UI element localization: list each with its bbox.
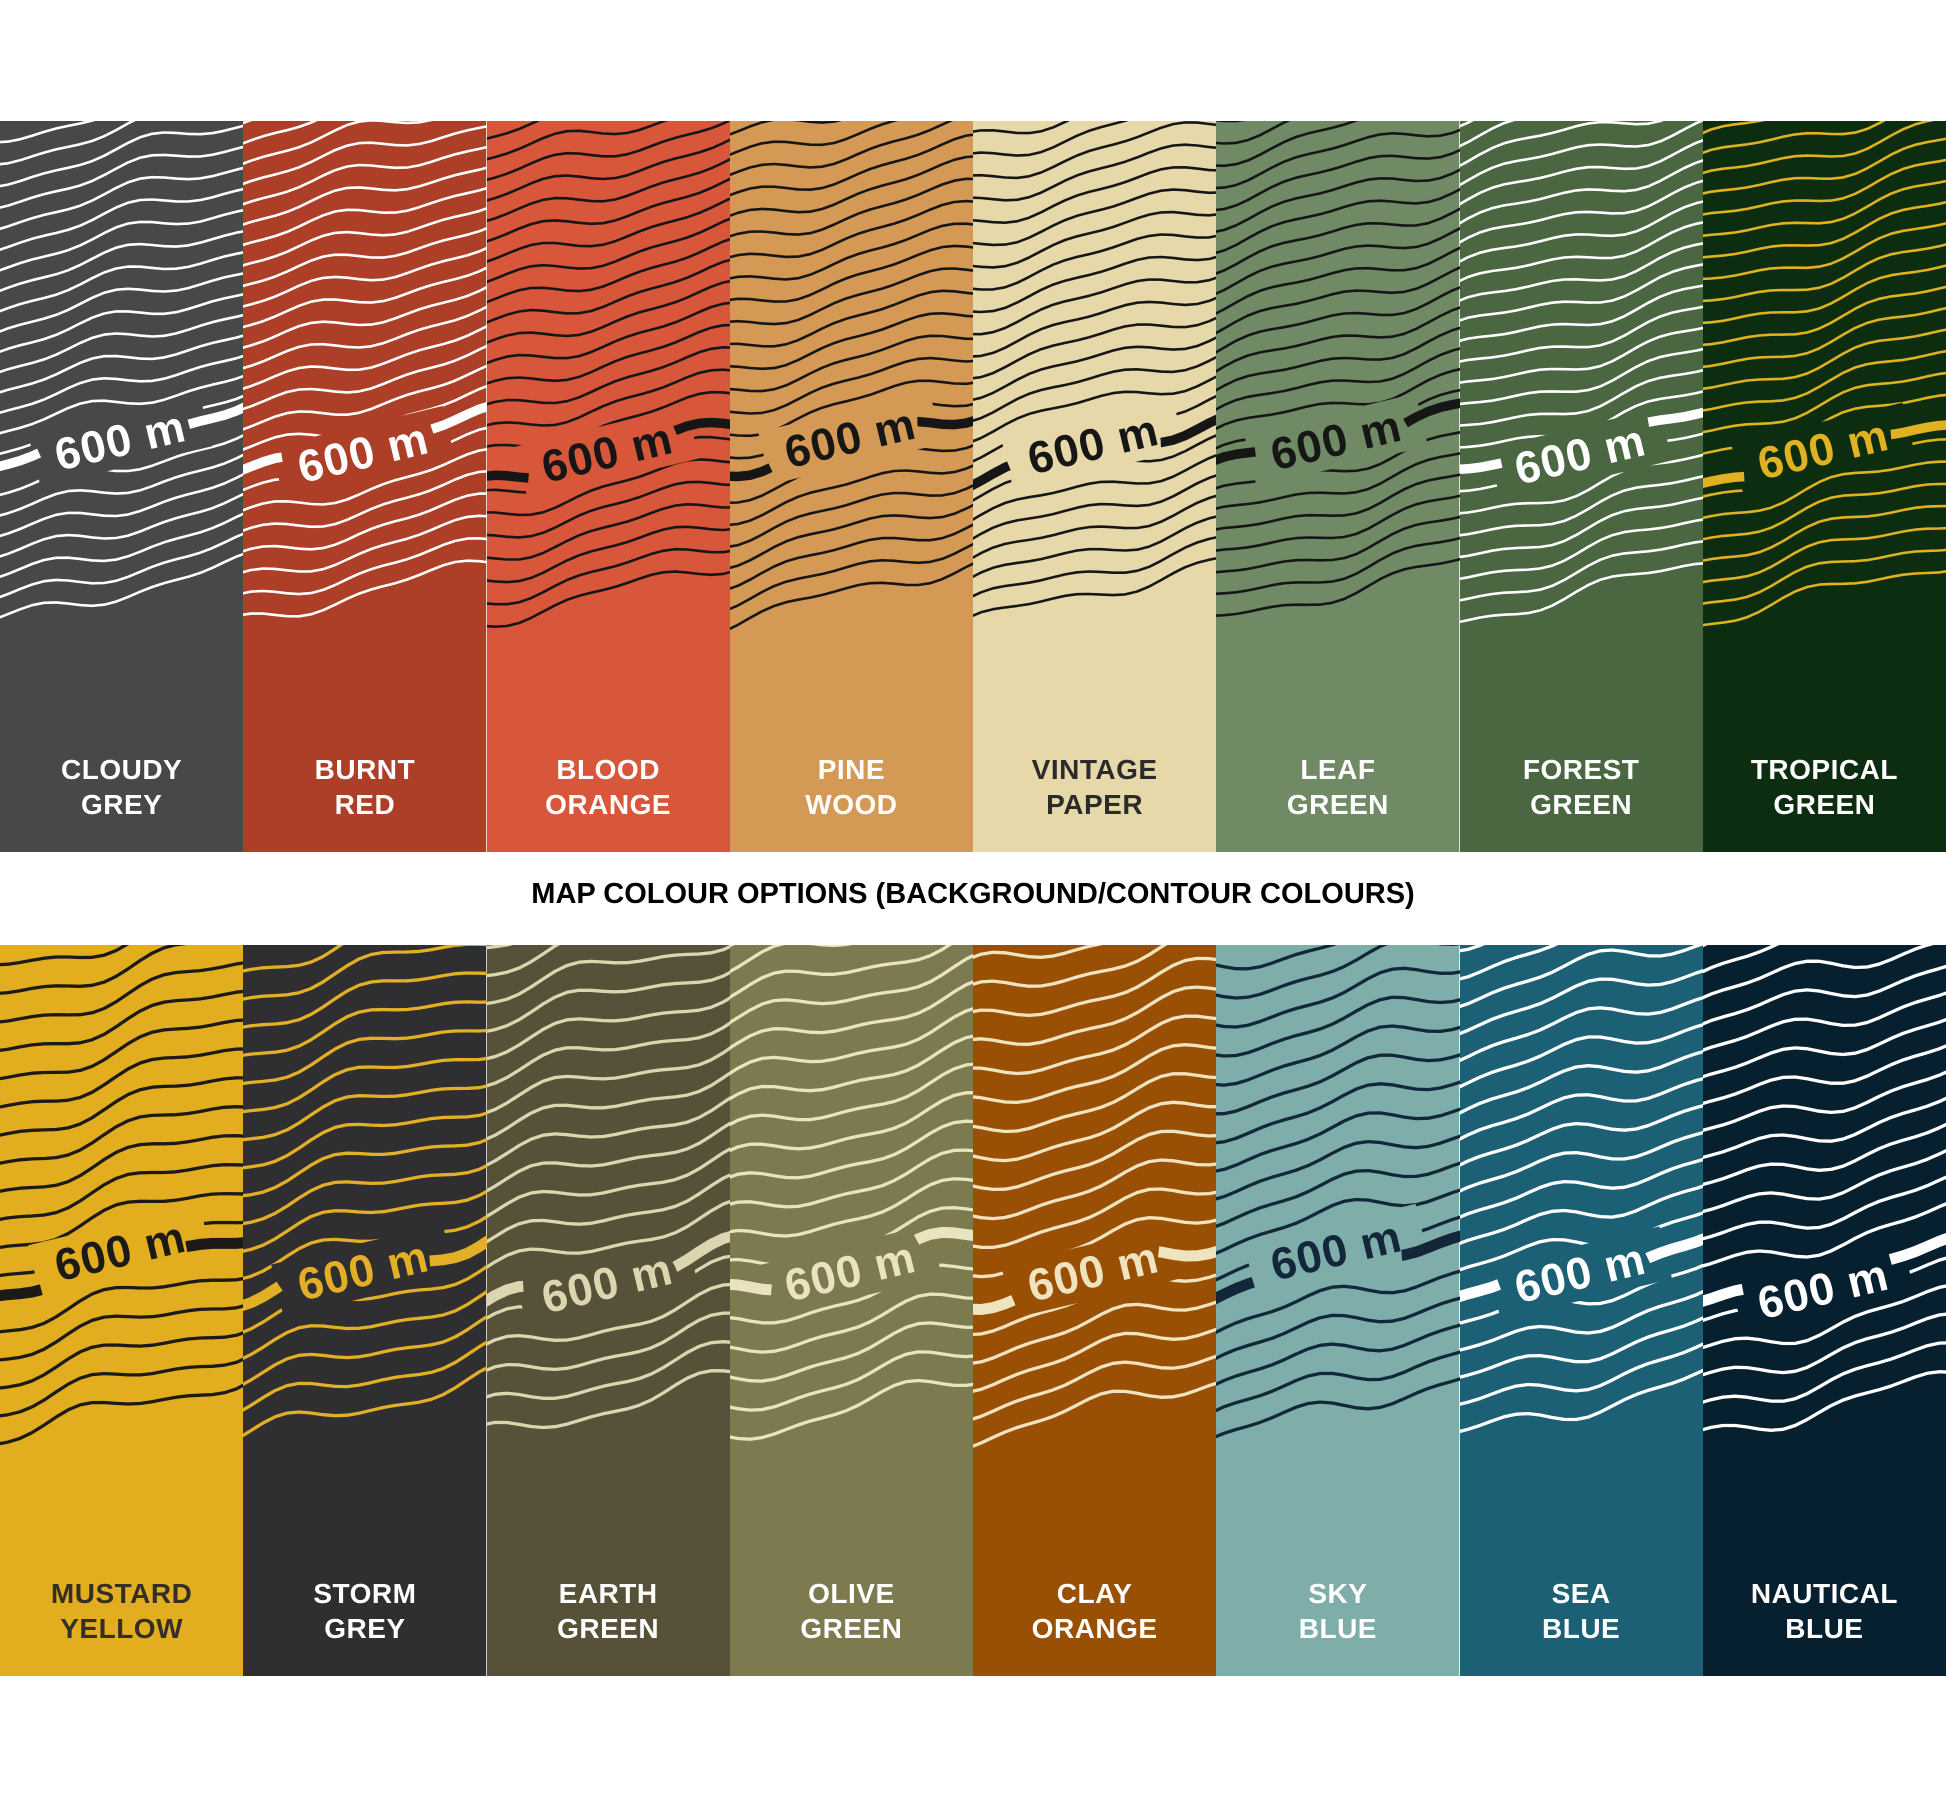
swatch-mustard-yellow: 600 m MUSTARD YELLOW: [0, 945, 244, 1676]
swatch-name-label: SKY BLUE: [1298, 1578, 1377, 1644]
index-contour-line: [973, 413, 1217, 497]
swatch-earth-green: 600 m EARTH GREEN: [486, 945, 730, 1676]
swatch-sky-blue: 600 m SKY BLUE: [1216, 945, 1460, 1676]
chart-title: MAP COLOUR OPTIONS (BACKGROUND/CONTOUR C…: [531, 878, 1415, 910]
contour-pattern: 600 m: [973, 945, 1217, 1676]
index-contour-line: [1216, 1229, 1460, 1311]
swatch-background: [1216, 945, 1460, 1676]
swatch-background: [729, 121, 973, 852]
swatch-name-label: PINE WOOD: [805, 754, 898, 820]
contour-pattern: 600 m: [486, 945, 730, 1676]
swatch-name-label: OLIVE GREEN: [800, 1578, 903, 1644]
contour-pattern: 600 m: [1459, 945, 1703, 1676]
contour-pattern: 600 m: [1216, 121, 1460, 852]
index-contour-line: [1702, 420, 1946, 491]
swatch-tropical-green: 600 m TROPICAL GREEN: [1702, 121, 1946, 852]
contour-pattern: 600 m: [486, 121, 730, 852]
swatch-background: [0, 121, 244, 852]
swatch-name-label: VINTAGE PAPER: [1031, 754, 1158, 820]
contour-pattern: 600 m: [1459, 121, 1703, 852]
index-contour-line: [486, 1229, 730, 1315]
swatch-forest-green: 600 m FOREST GREEN: [1459, 121, 1703, 852]
swatch-row-top: 600 m CLOUDY GREY 600 m BURNT RED 600 m BLOOD OR…: [0, 121, 1946, 852]
index-contour-line: [1459, 1231, 1703, 1308]
index-contour-line: [243, 400, 487, 480]
swatch-name-label: TROPICAL GREEN: [1750, 754, 1898, 820]
swatch-clay-orange: 600 m CLAY ORANGE: [973, 945, 1217, 1676]
contour-pattern: 600 m: [1702, 945, 1946, 1676]
swatch-nautical-blue: 600 m NAUTICAL BLUE: [1702, 945, 1946, 1676]
swatch-sea-blue: 600 m SEA BLUE: [1459, 945, 1703, 1676]
swatch-name-label: BURNT RED: [314, 754, 416, 820]
swatch-background: [243, 121, 487, 852]
contour-pattern: 600 m: [1216, 945, 1460, 1676]
swatch-name-label: CLOUDY GREY: [61, 754, 183, 820]
contour-pattern: 600 m: [243, 121, 487, 852]
index-contour-line: [0, 401, 244, 476]
swatch-name-label: CLAY ORANGE: [1031, 1578, 1158, 1644]
swatch-cloudy-grey: 600 m CLOUDY GREY: [0, 121, 244, 852]
swatch-olive-green: 600 m OLIVE GREEN: [729, 945, 973, 1676]
contour-pattern: 600 m: [0, 121, 244, 852]
swatch-burnt-red: 600 m BURNT RED: [243, 121, 487, 852]
contour-pattern: 600 m: [973, 121, 1217, 852]
contour-pattern: 600 m: [0, 945, 244, 1676]
contour-pattern: 600 m: [1702, 121, 1946, 852]
swatch-name-label: EARTH GREEN: [557, 1578, 660, 1644]
swatch-name-label: MUSTARD YELLOW: [50, 1578, 193, 1644]
swatch-background: [973, 121, 1217, 852]
contour-pattern: 600 m: [243, 945, 487, 1676]
swatch-background: [486, 121, 730, 852]
index-contour-line: [729, 414, 973, 482]
index-contour-line: [486, 417, 730, 485]
index-contour-line: [243, 1234, 487, 1315]
swatch-row-bottom: 600 m MUSTARD YELLOW 600 m STORM GREY 600 m EAR…: [0, 945, 1946, 1676]
contour-pattern: 600 m: [729, 945, 973, 1676]
index-contour-line: [1216, 397, 1460, 472]
swatch-blood-orange: 600 m BLOOD ORANGE: [486, 121, 730, 852]
swatch-vintage-paper: 600 m VINTAGE PAPER: [973, 121, 1217, 852]
index-contour-line: [1702, 1231, 1946, 1311]
index-contour-line: [1459, 406, 1703, 476]
swatch-name-label: FOREST GREEN: [1522, 754, 1640, 820]
swatch-leaf-green: 600 m LEAF GREEN: [1216, 121, 1460, 852]
swatch-name-label: NAUTICAL BLUE: [1750, 1578, 1898, 1644]
index-contour-line: [0, 1236, 244, 1304]
swatch-name-label: BLOOD ORANGE: [545, 754, 672, 820]
index-contour-line: [729, 1226, 973, 1296]
swatch-background: [1216, 121, 1460, 852]
swatch-pine-wood: 600 m PINE WOOD: [729, 121, 973, 852]
contour-pattern: 600 m: [729, 121, 973, 852]
index-contour-line: [973, 1244, 1217, 1316]
swatch-name-label: LEAF GREEN: [1286, 754, 1389, 820]
swatch-name-label: SEA BLUE: [1542, 1578, 1621, 1644]
swatch-storm-grey: 600 m STORM GREY: [243, 945, 487, 1676]
swatch-name-label: STORM GREY: [313, 1578, 417, 1644]
